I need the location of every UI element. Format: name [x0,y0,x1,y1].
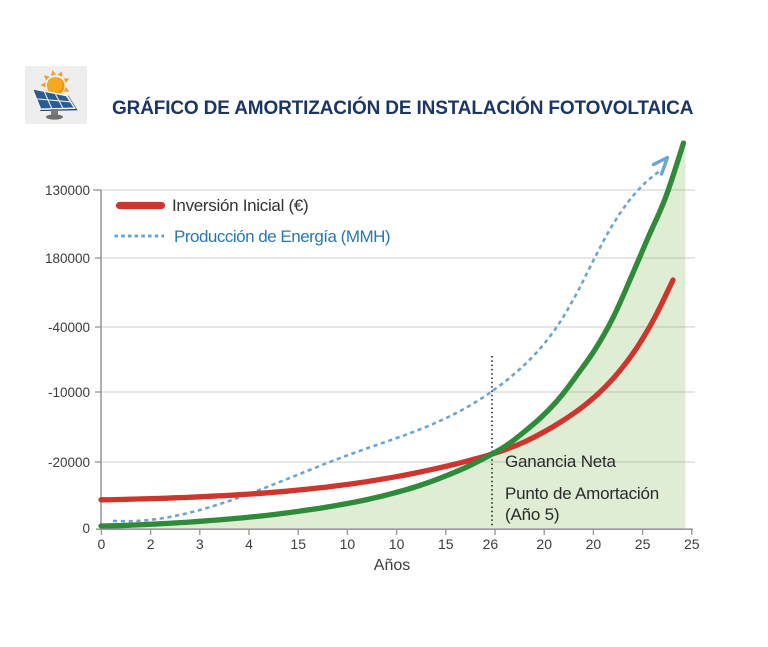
svg-text:GRÁFICO DE AMORTIZACIÓN DE INS: GRÁFICO DE AMORTIZACIÓN DE INSTALACIÓN F… [112,97,694,119]
svg-text:20: 20 [536,536,552,552]
svg-text:Años: Años [374,557,410,574]
svg-text:3: 3 [196,536,204,552]
svg-text:20: 20 [586,536,602,552]
svg-text:15: 15 [438,536,454,552]
svg-text:Punto de Amortación: Punto de Amortación [505,484,659,503]
svg-text:Inversión Inicial (€): Inversión Inicial (€) [172,196,308,215]
svg-text:2: 2 [147,536,155,552]
svg-text:Producción de Energía (MMH): Producción de Energía (MMH) [174,227,390,246]
svg-text:-10000: -10000 [48,385,90,400]
svg-text:-40000: -40000 [48,320,90,335]
svg-text:Ganancia Neta: Ganancia Neta [505,452,617,471]
svg-text:10: 10 [389,536,405,552]
svg-text:25: 25 [635,536,651,552]
svg-text:0: 0 [82,521,90,536]
svg-text:25: 25 [684,536,700,552]
svg-text:4: 4 [245,536,253,552]
svg-text:130000: 130000 [45,183,90,198]
svg-text:0: 0 [98,536,106,552]
svg-text:15: 15 [290,536,306,552]
svg-text:-20000: -20000 [48,455,90,470]
svg-text:180000: 180000 [45,251,90,266]
svg-text:26: 26 [483,536,499,552]
svg-text:10: 10 [340,536,356,552]
svg-text:(Año 5): (Año 5) [505,505,559,524]
